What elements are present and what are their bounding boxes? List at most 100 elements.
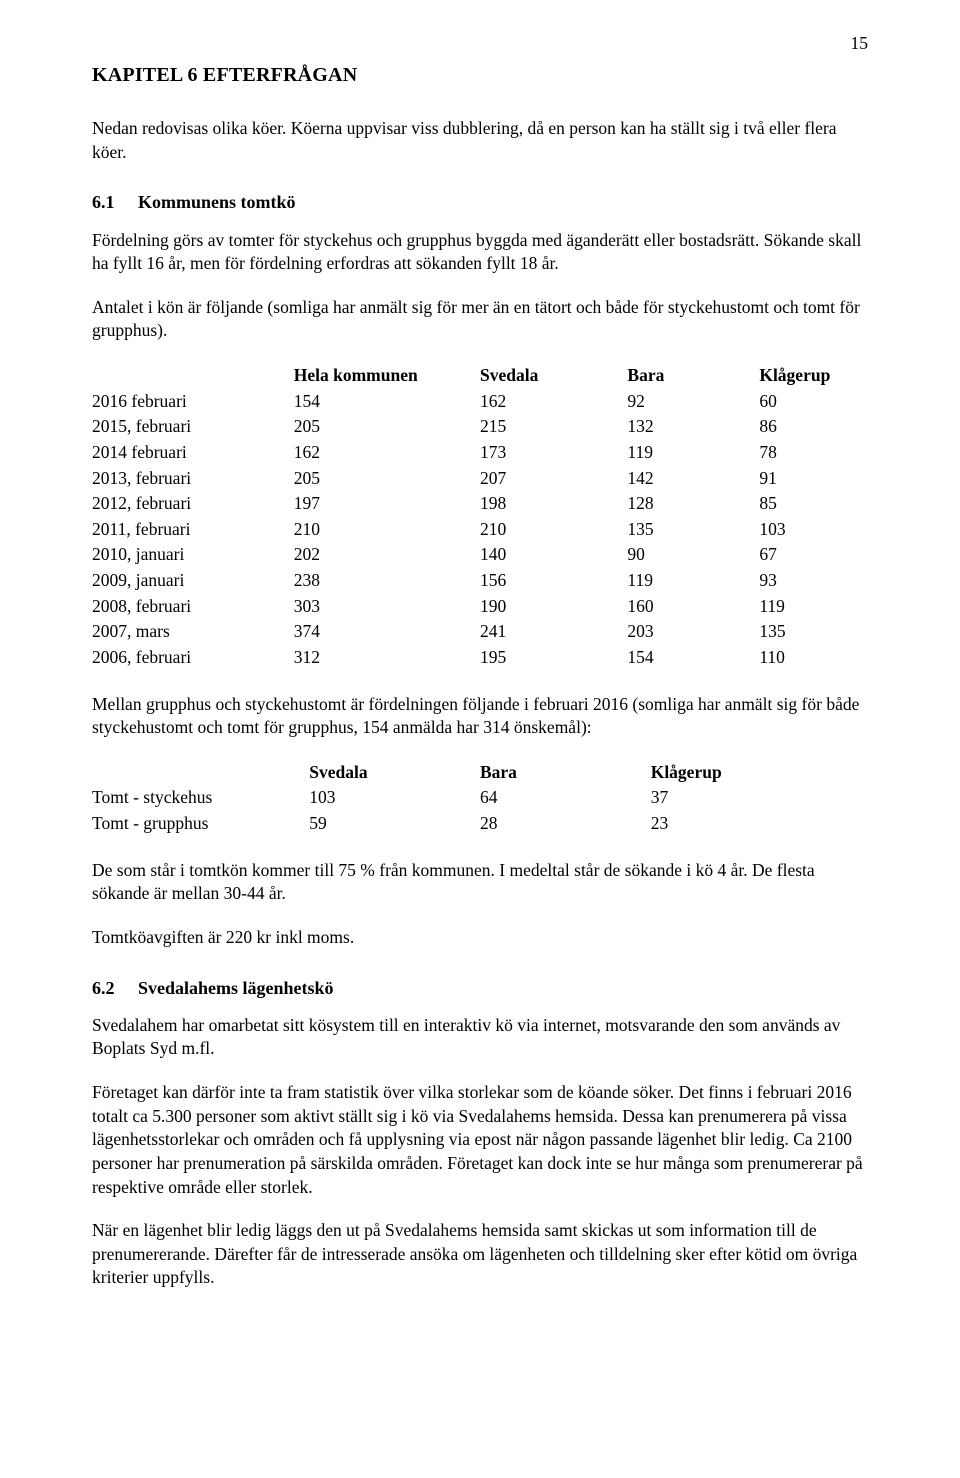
table-cell: 162 [294, 440, 480, 466]
table-cell: 103 [759, 517, 868, 543]
table-cell: 173 [480, 440, 627, 466]
table-cell: 64 [480, 785, 651, 811]
table-cell: 2009, januari [92, 568, 294, 594]
table-cell: 92 [627, 389, 759, 415]
table-row: Tomt - grupphus592823 [92, 811, 868, 837]
body-paragraph: De som står i tomtkön kommer till 75 % f… [92, 859, 868, 906]
body-paragraph: Företaget kan därför inte ta fram statis… [92, 1081, 868, 1199]
table-cell: 128 [627, 491, 759, 517]
table-cell: 162 [480, 389, 627, 415]
table-cell: 103 [309, 785, 480, 811]
intro-paragraph: Nedan redovisas olika köer. Köerna uppvi… [92, 117, 868, 164]
body-paragraph: Mellan grupphus och styckehustomt är för… [92, 693, 868, 740]
table-cell: 110 [759, 645, 868, 671]
queue-table-2: Svedala Bara Klågerup Tomt - styckehus10… [92, 760, 868, 837]
table-header-row: Hela kommunen Svedala Bara Klågerup [92, 363, 868, 389]
table-cell: 2007, mars [92, 619, 294, 645]
table-header: Bara [480, 760, 651, 786]
table-row: 2012, februari19719812885 [92, 491, 868, 517]
table-header: Bara [627, 363, 759, 389]
table-cell: 2016 februari [92, 389, 294, 415]
table-cell: Tomt - grupphus [92, 811, 309, 837]
table-cell: 154 [294, 389, 480, 415]
table-cell: 210 [294, 517, 480, 543]
table-header [92, 363, 294, 389]
table-cell: 2015, februari [92, 414, 294, 440]
table-header: Svedala [309, 760, 480, 786]
table-header: Klågerup [651, 760, 868, 786]
table-cell: 2006, februari [92, 645, 294, 671]
table-cell: 241 [480, 619, 627, 645]
section-number: 6.2 [92, 976, 138, 1000]
table-cell: 2011, februari [92, 517, 294, 543]
table-cell: 154 [627, 645, 759, 671]
table-cell: 215 [480, 414, 627, 440]
table-cell: 207 [480, 466, 627, 492]
body-paragraph: Tomtköavgiften är 220 kr inkl moms. [92, 926, 868, 950]
section-number: 6.1 [92, 190, 138, 214]
table-cell: 93 [759, 568, 868, 594]
table-header: Klågerup [759, 363, 868, 389]
table-row: 2010, januari2021409067 [92, 542, 868, 568]
body-paragraph: Fördelning görs av tomter för styckehus … [92, 229, 868, 276]
section-6-1-heading: 6.1Kommunens tomtkö [92, 190, 868, 214]
section-title: Svedalahems lägenhetskö [138, 978, 334, 998]
table-cell: 85 [759, 491, 868, 517]
table-cell: 374 [294, 619, 480, 645]
table-cell: 67 [759, 542, 868, 568]
table-row: 2009, januari23815611993 [92, 568, 868, 594]
table-row: 2016 februari1541629260 [92, 389, 868, 415]
table-cell: 78 [759, 440, 868, 466]
table-row: 2008, februari303190160119 [92, 594, 868, 620]
table-cell: 132 [627, 414, 759, 440]
table-header-row: Svedala Bara Klågerup [92, 760, 868, 786]
table-cell: 312 [294, 645, 480, 671]
table-row: 2014 februari16217311978 [92, 440, 868, 466]
table-cell: 135 [627, 517, 759, 543]
chapter-heading: KAPITEL 6 EFTERFRÅGAN [92, 62, 868, 89]
table-cell: 195 [480, 645, 627, 671]
table-cell: 91 [759, 466, 868, 492]
table-cell: 59 [309, 811, 480, 837]
table-cell: 119 [627, 440, 759, 466]
table-cell: 140 [480, 542, 627, 568]
table-cell: 142 [627, 466, 759, 492]
body-paragraph: När en lägenhet blir ledig läggs den ut … [92, 1219, 868, 1290]
table-cell: 303 [294, 594, 480, 620]
table-cell: 90 [627, 542, 759, 568]
body-paragraph: Svedalahem har omarbetat sitt kösystem t… [92, 1014, 868, 1061]
table-cell: 190 [480, 594, 627, 620]
table-row: 2007, mars374241203135 [92, 619, 868, 645]
section-6-2-heading: 6.2Svedalahems lägenhetskö [92, 976, 868, 1000]
table-cell: 205 [294, 414, 480, 440]
table-row: 2015, februari20521513286 [92, 414, 868, 440]
table-cell: 238 [294, 568, 480, 594]
page-number: 15 [851, 32, 869, 56]
table-cell: 28 [480, 811, 651, 837]
table-cell: 2012, februari [92, 491, 294, 517]
table-cell: 119 [759, 594, 868, 620]
queue-table-1: Hela kommunen Svedala Bara Klågerup 2016… [92, 363, 868, 671]
table-cell: 210 [480, 517, 627, 543]
table-row: 2013, februari20520714291 [92, 466, 868, 492]
table-cell: 2010, januari [92, 542, 294, 568]
table-row: 2006, februari312195154110 [92, 645, 868, 671]
table-cell: 135 [759, 619, 868, 645]
table-header [92, 760, 309, 786]
table-cell: 203 [627, 619, 759, 645]
table-cell: 23 [651, 811, 868, 837]
table-row: Tomt - styckehus1036437 [92, 785, 868, 811]
table-cell: 205 [294, 466, 480, 492]
table-header: Svedala [480, 363, 627, 389]
table-cell: 2008, februari [92, 594, 294, 620]
table-cell: 37 [651, 785, 868, 811]
table-cell: 160 [627, 594, 759, 620]
table-header: Hela kommunen [294, 363, 480, 389]
table-cell: 202 [294, 542, 480, 568]
table-row: 2011, februari210210135103 [92, 517, 868, 543]
table-cell: 86 [759, 414, 868, 440]
table-cell: 2013, februari [92, 466, 294, 492]
table-cell: 197 [294, 491, 480, 517]
table-cell: 198 [480, 491, 627, 517]
table-cell: 2014 februari [92, 440, 294, 466]
